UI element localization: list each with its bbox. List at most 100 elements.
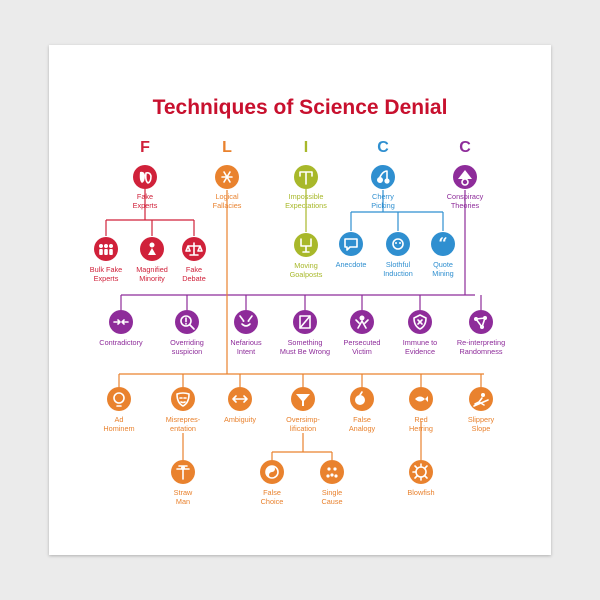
node-label: Cause [321,497,342,506]
mask-icon [176,392,190,407]
node-label: Ad [115,415,124,424]
fish-icon [415,396,428,402]
node-label: Debate [182,274,206,283]
node-label: Theories [451,201,480,210]
yin-yang-icon [265,465,279,479]
node-label: Overriding [170,338,204,347]
category-letter: L [222,139,232,156]
quote-marks-icon: “ [438,234,447,253]
node-circle [386,232,410,256]
crowd-icon [99,244,113,255]
arrows-inward-icon [113,319,129,325]
node-label: Bulk Fake [90,265,122,274]
node-label: Nefarious [230,338,262,347]
node-label: Analogy [349,424,376,433]
connected-dots-icon [474,316,487,329]
category-letter: F [140,139,150,156]
node-circle [175,310,199,334]
scarecrow-icon [176,465,190,480]
node-oversimp-lification: Oversimp-lification [286,387,320,433]
shield-icon [413,314,427,330]
node-label: Cherry [372,192,394,201]
node-label: Immune to [403,338,437,347]
blowfish-icon [412,463,428,481]
node-label: Man [176,497,190,506]
magnified-figure-icon [148,242,156,255]
slipping-person-icon [473,393,489,407]
node-circle [339,232,363,256]
node-label: Single [322,488,342,497]
node-circle [234,310,258,334]
node-misrepres-entation: Misrepres-entation [166,387,201,433]
node-label: False [263,488,281,497]
node-label: Blowfish [407,488,434,497]
node-label: Victim [352,347,372,356]
node-label: entation [170,424,196,433]
node-label: Goalposts [290,270,323,279]
magnifier-icon [180,315,195,330]
node-label: Fake [137,192,153,201]
node-label: Experts [133,201,158,210]
node-label: Expectations [285,201,327,210]
node-label: Minority [139,274,165,283]
cherries-icon [377,170,390,184]
devil-face-icon [239,315,253,327]
node-label: Slothful [386,260,411,269]
node-label: Red [414,415,427,424]
poster [49,45,551,555]
scales-icon [185,242,203,256]
node-label: Quote [433,260,453,269]
node-circle [294,233,318,257]
node-label: Induction [383,269,413,278]
crossed-document-icon [299,315,311,329]
node-label: Randomness [460,347,503,356]
node-label: Must Be Wrong [280,347,330,356]
node-circle [109,310,133,334]
node-label: Hominem [103,424,134,433]
node-label: lification [290,424,316,433]
apple-orange-icon [355,391,365,405]
node-label: Slippery [468,415,495,424]
node-label: Straw [174,488,193,497]
masks-icon [139,171,152,184]
diagram-title: Techniques of Science Denial [153,96,448,119]
category-letter: C [377,139,389,156]
sloth-icon [392,238,404,250]
node-anecdote: Anecdote [336,232,366,269]
node-label: Mining [432,269,454,278]
node-contradictory: Contradictory [99,310,143,347]
node-label: Herring [409,424,433,433]
goalpost-icon [299,171,313,185]
node-circle [171,387,195,411]
node-label: Conspiracy [447,192,484,201]
node-blowfish: Blowfish [407,460,435,497]
double-arrow-icon [232,395,248,403]
node-label: Contradictory [99,338,143,347]
node-label: Something [288,338,323,347]
victim-icon [355,315,369,329]
node-label: Experts [94,274,119,283]
node-label: Ambiguity [224,415,256,424]
node-circle [107,387,131,411]
moving-goalposts-icon [300,238,312,253]
node-label: Evidence [405,347,435,356]
node-circle [371,165,395,189]
node-label: Choice [261,497,284,506]
